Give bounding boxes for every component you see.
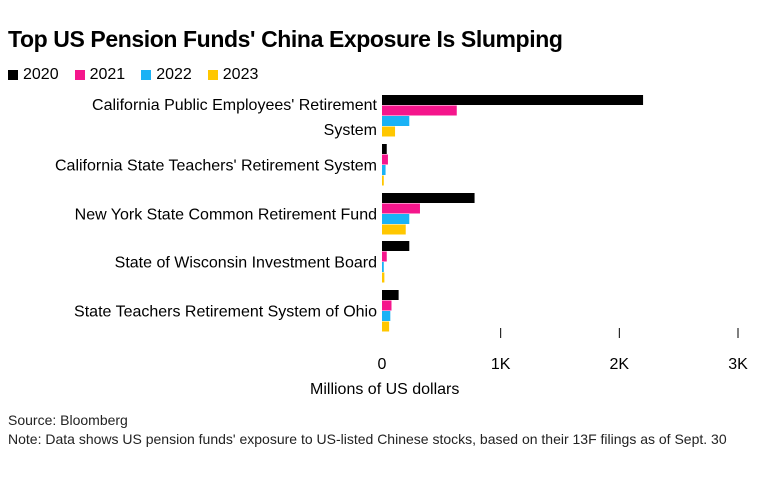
bar-2021-1 <box>382 154 388 165</box>
x-tick-label: 1K <box>491 356 511 373</box>
bar-2021-0 <box>382 105 457 116</box>
bar-2020-0 <box>382 95 644 105</box>
category-label: California Public Employees' Retirement <box>92 97 378 114</box>
bar-2021-3 <box>382 251 387 262</box>
legend: 2020 2021 2022 2023 <box>8 66 258 84</box>
bar-2023-4 <box>382 321 390 332</box>
category-label: System <box>324 122 377 139</box>
chart-title: Top US Pension Funds' China Exposure Is … <box>8 26 563 52</box>
legend-swatch <box>141 70 152 80</box>
x-tick-label: 2K <box>610 356 630 373</box>
legend-item-2020: 2020 <box>8 66 59 84</box>
legend-swatch <box>8 70 18 80</box>
legend-label: 2023 <box>222 66 259 83</box>
legend-label: 2022 <box>156 66 192 83</box>
bar-2020-4 <box>382 290 399 300</box>
legend-label: 2020 <box>23 66 59 83</box>
bar-2020-3 <box>382 241 410 251</box>
bar-2023-1 <box>382 175 384 186</box>
bar-2022-1 <box>382 165 386 175</box>
legend-swatch <box>207 70 218 80</box>
category-label: New York State Common Retirement Fund <box>75 207 377 224</box>
bar-2022-0 <box>382 116 410 126</box>
bar-2020-2 <box>382 193 475 203</box>
x-tick-label: 0 <box>378 356 387 373</box>
legend-label: 2021 <box>89 66 126 83</box>
bar-2022-2 <box>382 214 410 224</box>
note-text: Note: Data shows US pension funds' expos… <box>8 431 727 447</box>
x-tick-label: 3K <box>728 356 748 373</box>
bar-2021-2 <box>382 203 420 214</box>
legend-swatch <box>74 70 85 80</box>
legend-item-2021: 2021 <box>74 66 126 84</box>
category-label: California State Teachers' Retirement Sy… <box>55 158 377 175</box>
bar-2020-1 <box>382 144 387 154</box>
legend-item-2023: 2023 <box>207 66 259 84</box>
bar-chart: California Public Employees' Retirement S… <box>55 95 748 373</box>
category-label: State Teachers Retirement System of Ohio <box>74 304 377 321</box>
legend-item-2022: 2022 <box>141 66 192 84</box>
bar-2023-3 <box>382 272 385 283</box>
bar-2022-4 <box>382 311 391 321</box>
bar-2023-2 <box>382 224 406 235</box>
x-axis-label: Millions of US dollars <box>310 381 460 398</box>
source-text: Source: Bloomberg <box>8 412 128 428</box>
category-label: State of Wisconsin Investment Board <box>115 255 377 272</box>
bar-2023-0 <box>382 126 396 137</box>
bar-2021-4 <box>382 300 392 311</box>
bar-2022-3 <box>382 262 384 272</box>
